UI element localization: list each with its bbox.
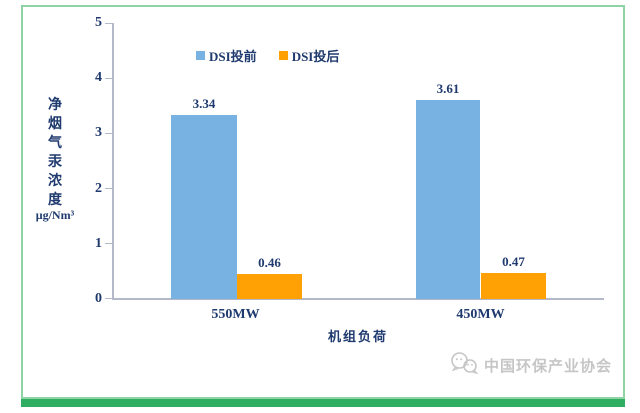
legend-item-dsi-after: DSI投后 xyxy=(278,46,340,65)
green-frame xyxy=(21,5,625,399)
y-tick-3: 3 xyxy=(95,125,102,140)
y-tick-4: 4 xyxy=(95,70,102,85)
y-tick-2: 2 xyxy=(95,181,102,196)
bar-value-label: 3.34 xyxy=(192,95,216,111)
bar-value-label: 0.46 xyxy=(258,254,281,270)
legend-item-dsi-before: DSI投前 xyxy=(196,46,257,65)
legend-label: DSI投前 xyxy=(209,49,257,64)
bar-dsi-after-550mw: 0.46 xyxy=(237,255,302,299)
bar-dsi-before-450mw: 3.61 xyxy=(416,81,480,299)
x-axis-line xyxy=(112,298,604,300)
tick-mark xyxy=(105,23,113,24)
y-axis-title: 净烟气汞浓度 xyxy=(48,98,62,208)
y-tick-5: 5 xyxy=(95,15,102,30)
tick-mark xyxy=(105,243,113,244)
legend-swatch-orange xyxy=(278,51,288,60)
plot-area: 3.34 0.46 3.61 0.47 xyxy=(113,23,603,299)
legend: DSI投前 DSI投后 xyxy=(196,46,339,65)
chat-bubbles-logo-icon xyxy=(450,351,479,379)
y-tick-1: 1 xyxy=(95,236,102,251)
bar-dsi-before-550mw: 3.34 xyxy=(171,96,237,299)
y-axis-line xyxy=(112,23,114,300)
bar-value-label: 0.47 xyxy=(502,254,525,270)
watermark-text: 中国环保产业协会 xyxy=(484,357,613,375)
x-axis-title: 机组负荷 xyxy=(327,329,388,344)
tick-mark xyxy=(105,78,113,79)
legend-swatch-blue xyxy=(196,51,205,60)
tick-mark xyxy=(105,188,113,189)
y-axis-unit: μg/Nm³ xyxy=(35,208,75,222)
bar-dsi-after-450mw: 0.47 xyxy=(481,254,546,299)
y-tick-0: 0 xyxy=(95,291,102,306)
bar-value-label: 3.61 xyxy=(436,80,460,96)
x-category-550mw: 550MW xyxy=(211,307,260,322)
watermark: 中国环保产业协会 xyxy=(450,351,612,379)
tick-mark xyxy=(105,298,113,299)
legend-label: DSI投后 xyxy=(291,49,340,64)
x-category-450mw: 450MW xyxy=(456,307,505,322)
green-bottom-bar xyxy=(21,399,625,407)
tick-mark xyxy=(105,133,113,134)
